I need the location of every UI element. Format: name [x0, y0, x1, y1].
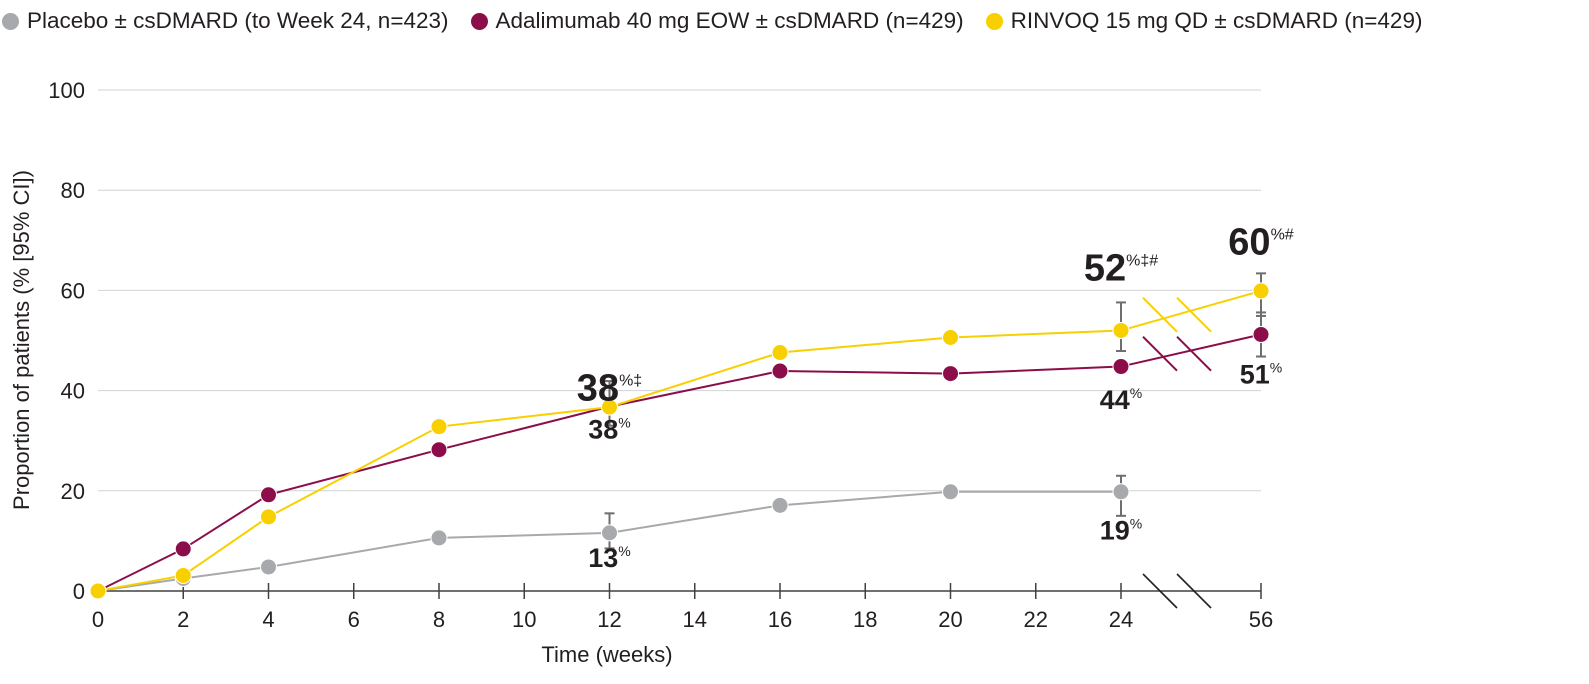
point-rinvoq-week-12: [601, 398, 618, 416]
x-tick-label: 56: [1249, 607, 1273, 632]
point-adalimumab-week-56: [1252, 325, 1270, 343]
axis-break-slash: [1176, 336, 1212, 372]
value-label-week-24: 52%‡#: [1084, 247, 1158, 289]
legend-marker-placebo: [2, 12, 19, 30]
legend-marker-rinvoq: [985, 12, 1003, 30]
axis-break-slash: [1142, 296, 1178, 333]
point-placebo-week-24: [1112, 483, 1130, 501]
x-tick-label: 24: [1109, 607, 1133, 632]
legend-label-adalimumab: Adalimumab 40 mg EOW ± csDMARD (n=429): [495, 8, 964, 33]
x-tick-label: 10: [512, 607, 536, 632]
value-label-week-24: 19%: [1100, 515, 1143, 545]
legend-item-placebo: Placebo ± csDMARD (to Week 24, n=423): [2, 8, 449, 34]
point-rinvoq-week-56: [1252, 282, 1270, 300]
point-adalimumab-week-4: [260, 486, 277, 504]
point-rinvoq-week-20: [942, 328, 959, 346]
error-bars: [604, 272, 1266, 550]
x-tick-label: 2: [177, 607, 189, 632]
value-label-week-12: 38%‡: [577, 368, 642, 410]
x-tick-label: 8: [433, 607, 445, 632]
axis-break-marks: [1142, 296, 1212, 609]
y-tick-label: 40: [61, 379, 85, 404]
axis-break-slash: [1142, 573, 1178, 609]
axes: 0 2 4 6 8 10 12 14 16 18 20 22 24 56: [92, 583, 1273, 632]
y-tick-label: 80: [61, 178, 85, 203]
x-tick-label: 16: [768, 607, 792, 632]
point-placebo-week-8: [430, 529, 448, 547]
value-label-week-24: 44%: [1100, 385, 1143, 415]
point-placebo-week-4: [260, 558, 277, 576]
value-label-week-12: 13%: [588, 543, 631, 573]
value-labels: 38%‡ 38% 13% 52%‡# 44% 19% 60%# 51%: [577, 221, 1294, 573]
series-lines: [97, 289, 1262, 592]
axis-break-slash: [1142, 336, 1178, 372]
point-adalimumab-week-24: [1112, 358, 1130, 376]
y-tick-label: 0: [73, 579, 85, 604]
legend-label-rinvoq: RINVOQ 15 mg QD ± csDMARD (n=429): [1010, 8, 1423, 33]
x-tick-label: 22: [1024, 607, 1048, 632]
point-rinvoq-week-2: [174, 566, 192, 584]
point-placebo-week-20: [942, 483, 959, 501]
point-adalimumab-week-16: [771, 362, 789, 380]
x-tick-label: 20: [938, 607, 962, 632]
value-label-week-12: 38%: [588, 415, 631, 445]
point-rinvoq-week-24: [1112, 321, 1130, 339]
x-tick-label: 18: [853, 607, 877, 632]
gridlines: 0 20 40 60 80 100: [48, 78, 1261, 604]
series-line-placebo: [97, 490, 1121, 592]
y-axis-label: Proportion of patients (% [95% CI]): [9, 170, 34, 510]
data-points: [89, 282, 1270, 600]
series-line-rinvoq: [97, 289, 1262, 592]
legend-item-adalimumab: Adalimumab 40 mg EOW ± csDMARD (n=429): [470, 8, 964, 34]
x-tick-label: 4: [262, 607, 274, 632]
point-adalimumab-week-20: [942, 365, 959, 383]
point-placebo-week-12: [601, 524, 618, 542]
value-label-week-56: 60%#: [1228, 221, 1294, 263]
y-tick-label: 20: [61, 479, 85, 504]
x-tick-label: 0: [92, 607, 104, 632]
x-axis-label: Time (weeks): [541, 642, 672, 667]
point-placebo-week-16: [771, 496, 789, 514]
axis-break-slash: [1176, 573, 1212, 609]
legend-item-rinvoq: RINVOQ 15 mg QD ± csDMARD (n=429): [985, 8, 1423, 34]
point-adalimumab-week-2: [174, 540, 192, 558]
x-tick-label: 12: [597, 607, 621, 632]
point-adalimumab-week-8: [430, 441, 448, 459]
series-line-adalimumab: [97, 333, 1262, 592]
value-label-week-56: 51%: [1240, 360, 1283, 390]
point-rinvoq-week-4: [260, 508, 277, 526]
axis-break-slash: [1176, 296, 1212, 333]
x-tick-label: 14: [683, 607, 707, 632]
point-rinvoq-week-16: [771, 344, 789, 362]
legend-marker-adalimumab: [470, 12, 488, 30]
legend-label-placebo: Placebo ± csDMARD (to Week 24, n=423): [27, 8, 449, 33]
y-tick-label: 60: [61, 278, 85, 303]
point-rinvoq-week-8: [430, 418, 448, 436]
y-tick-label: 100: [48, 78, 85, 103]
x-tick-label: 6: [348, 607, 360, 632]
point-rinvoq-week-0: [89, 582, 107, 600]
chart-legend: Placebo ± csDMARD (to Week 24, n=423) Ad…: [2, 8, 1422, 34]
